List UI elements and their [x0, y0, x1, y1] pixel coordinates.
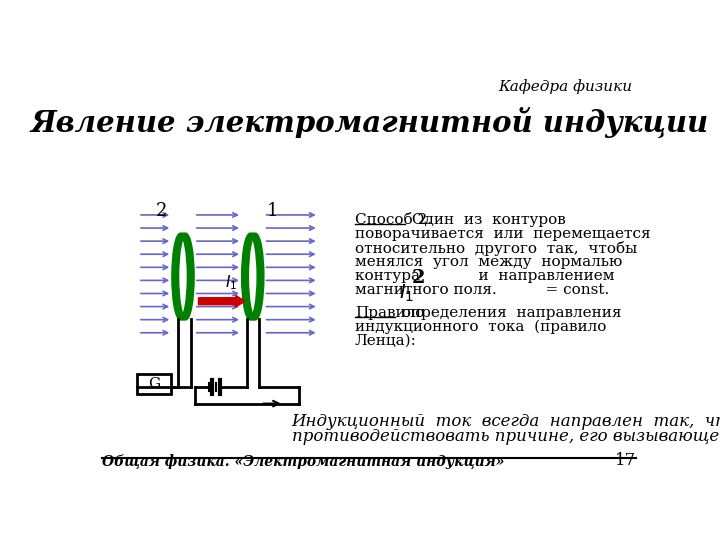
Text: 2: 2 [156, 202, 167, 220]
Text: Явление электромагнитной индукции: Явление электромагнитной индукции [30, 107, 708, 138]
Text: Общая физика. «Электромагнитная индукция»: Общая физика. «Электромагнитная индукция… [102, 454, 504, 469]
Text: $I_1$: $I_1$ [225, 273, 237, 292]
Text: относительно  другого  так,  чтобы: относительно другого так, чтобы [355, 241, 637, 256]
Text: Кафедра физики: Кафедра физики [498, 79, 632, 93]
Text: индукционного  тока  (правило: индукционного тока (правило [355, 320, 606, 334]
Text: Индукционный  ток  всегда  направлен  так,  чтобы: Индукционный ток всегда направлен так, ч… [292, 413, 720, 430]
Text: магнитного поля.          = const.: магнитного поля. = const. [355, 283, 609, 296]
Text: Ленца):: Ленца): [355, 334, 417, 348]
Text: G: G [148, 377, 161, 392]
Text: менялся  угол  между  нормалью: менялся угол между нормалью [355, 255, 622, 269]
Text: Способ 2.: Способ 2. [355, 213, 432, 227]
FancyArrow shape [199, 295, 245, 307]
Text: противодействовать причине, его вызывающей.: противодействовать причине, его вызывающ… [292, 428, 720, 446]
Text: $I_1$: $I_1$ [399, 283, 414, 304]
Text: Один  из  контуров: Один из контуров [407, 213, 566, 227]
Text: 2: 2 [412, 269, 426, 287]
Text: поворачивается  или  перемещается: поворачивается или перемещается [355, 227, 651, 241]
Text: Правило: Правило [355, 306, 424, 320]
Text: 17: 17 [615, 452, 636, 469]
Text: определения  направления: определения направления [397, 306, 621, 320]
FancyBboxPatch shape [138, 374, 171, 394]
Text: контура            и  направлением: контура и направлением [355, 269, 615, 283]
Text: 1: 1 [266, 202, 278, 220]
